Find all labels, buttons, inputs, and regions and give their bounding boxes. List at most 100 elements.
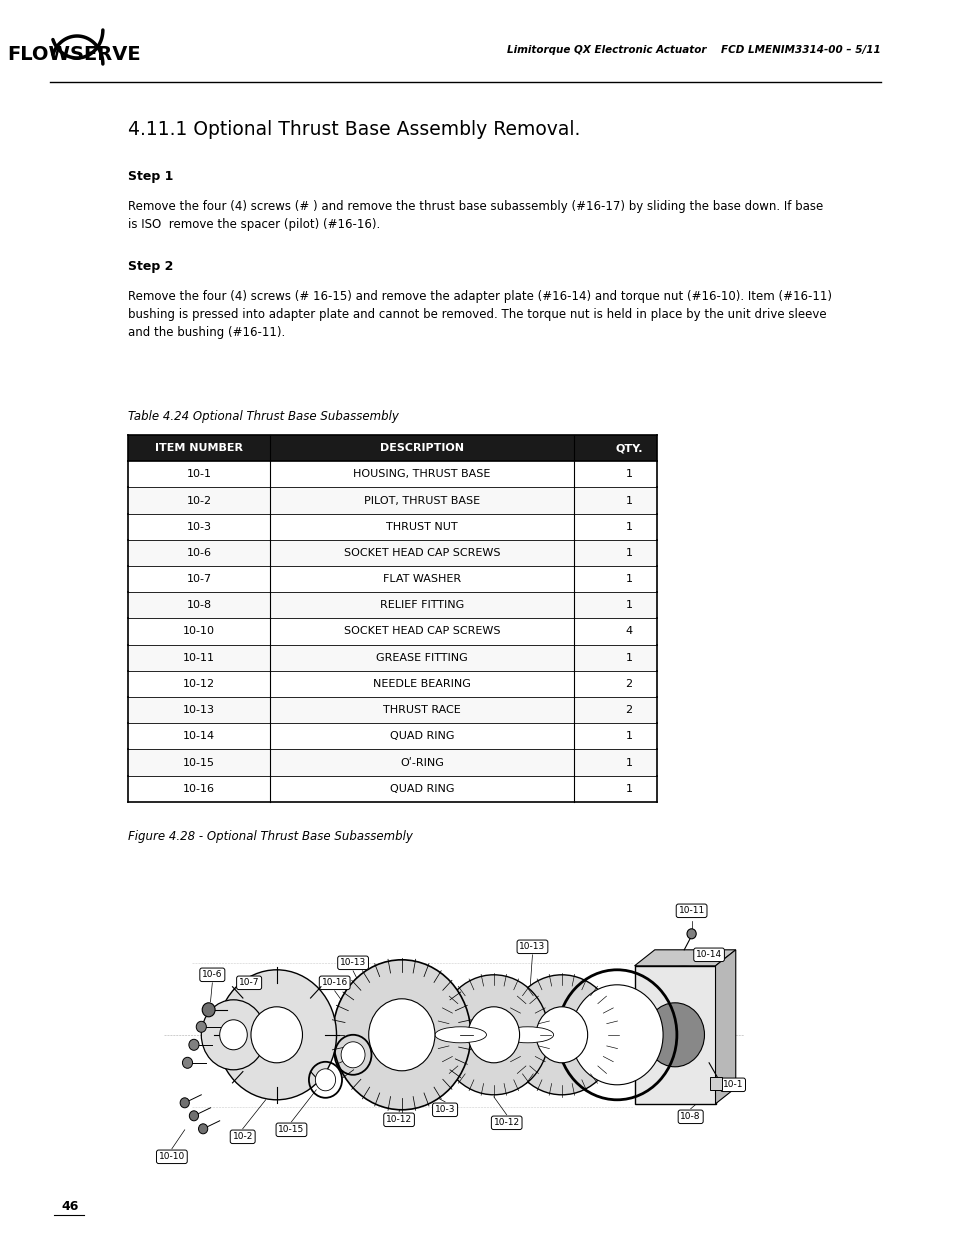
FancyBboxPatch shape [128,435,656,461]
Ellipse shape [180,1098,189,1108]
FancyBboxPatch shape [709,1077,721,1089]
Text: PILOT, THRUST BASE: PILOT, THRUST BASE [364,495,479,505]
Text: 10-6: 10-6 [202,971,222,979]
Text: 10-14: 10-14 [696,950,721,960]
Text: 2: 2 [625,705,632,715]
Text: 10-10: 10-10 [158,1152,185,1161]
Text: 1: 1 [625,495,632,505]
Text: 10-13: 10-13 [183,705,214,715]
FancyBboxPatch shape [128,724,656,750]
FancyBboxPatch shape [128,593,656,619]
Text: 10-14: 10-14 [183,731,214,741]
Text: 1: 1 [625,521,632,532]
Ellipse shape [435,1026,486,1042]
Ellipse shape [219,1020,247,1050]
Text: Oʹ-RING: Oʹ-RING [399,757,443,767]
Text: Remove the four (4) screws (# ) and remove the thrust base subassembly (#16-17) : Remove the four (4) screws (# ) and remo… [128,200,822,231]
Text: 10-3: 10-3 [435,1105,455,1114]
Text: 1: 1 [625,574,632,584]
Text: 10-2: 10-2 [233,1132,253,1141]
Ellipse shape [438,974,548,1094]
Text: Step 1: Step 1 [128,170,172,183]
Ellipse shape [315,1068,335,1091]
Text: 1: 1 [625,600,632,610]
Text: 10-13: 10-13 [518,942,545,951]
Text: 10-15: 10-15 [183,757,214,767]
Ellipse shape [368,999,435,1071]
Ellipse shape [506,974,617,1094]
Text: 2: 2 [625,679,632,689]
Text: 10-8: 10-8 [186,600,212,610]
Text: HOUSING, THRUST BASE: HOUSING, THRUST BASE [353,469,490,479]
Ellipse shape [251,1007,302,1063]
Ellipse shape [468,1007,519,1063]
Text: 1: 1 [625,784,632,794]
Ellipse shape [196,1021,206,1032]
Ellipse shape [189,1110,198,1121]
Text: NEEDLE BEARING: NEEDLE BEARING [373,679,471,689]
FancyBboxPatch shape [128,461,656,488]
Ellipse shape [409,1024,512,1046]
Ellipse shape [686,929,696,939]
Polygon shape [634,966,715,1104]
Ellipse shape [202,1003,214,1016]
Text: 10-16: 10-16 [321,978,348,987]
Text: 10-16: 10-16 [183,784,214,794]
Ellipse shape [201,1000,265,1070]
Text: ITEM NUMBER: ITEM NUMBER [154,443,243,453]
Text: QUAD RING: QUAD RING [390,731,454,741]
Ellipse shape [333,960,471,1110]
Text: RELIEF FITTING: RELIEF FITTING [379,600,464,610]
Text: FLAT WASHER: FLAT WASHER [382,574,460,584]
Text: SOCKET HEAD CAP SCREWS: SOCKET HEAD CAP SCREWS [343,548,499,558]
Text: 1: 1 [625,757,632,767]
Text: QTY.: QTY. [615,443,642,453]
FancyBboxPatch shape [128,645,656,671]
Text: 46: 46 [61,1200,79,1213]
Ellipse shape [198,1124,208,1134]
Polygon shape [715,950,735,1104]
Text: THRUST NUT: THRUST NUT [386,521,457,532]
Ellipse shape [182,1057,193,1068]
FancyBboxPatch shape [128,488,656,514]
FancyBboxPatch shape [128,697,656,724]
Text: 10-2: 10-2 [186,495,212,505]
Text: 10-12: 10-12 [493,1119,519,1128]
Ellipse shape [189,1040,199,1050]
FancyBboxPatch shape [128,776,656,802]
Text: 10-10: 10-10 [183,626,214,636]
Text: THRUST RACE: THRUST RACE [383,705,460,715]
FancyBboxPatch shape [128,671,656,697]
Text: 10-12: 10-12 [183,679,214,689]
Text: FLOWSERVE: FLOWSERVE [8,46,141,64]
Ellipse shape [571,984,662,1084]
Text: 10-7: 10-7 [186,574,212,584]
Ellipse shape [645,1003,703,1067]
Text: Step 2: Step 2 [128,261,172,273]
Text: 10-11: 10-11 [678,906,704,915]
Ellipse shape [476,1024,578,1046]
Text: Figure 4.28 - Optional Thrust Base Subassembly: Figure 4.28 - Optional Thrust Base Subas… [128,830,412,842]
Text: 10-1: 10-1 [722,1081,742,1089]
Text: 10-12: 10-12 [386,1115,412,1124]
Text: 10-13: 10-13 [339,958,366,967]
Ellipse shape [216,969,336,1100]
FancyBboxPatch shape [128,750,656,776]
FancyBboxPatch shape [128,566,656,593]
Text: DESCRIPTION: DESCRIPTION [379,443,463,453]
Text: 10-3: 10-3 [186,521,212,532]
Text: 10-15: 10-15 [278,1125,304,1134]
Ellipse shape [536,1007,587,1063]
FancyBboxPatch shape [128,619,656,645]
Text: 10-11: 10-11 [183,653,214,663]
Text: QUAD RING: QUAD RING [390,784,454,794]
Text: 1: 1 [625,653,632,663]
Text: 10-7: 10-7 [238,978,259,987]
Text: Table 4.24 Optional Thrust Base Subassembly: Table 4.24 Optional Thrust Base Subassem… [128,410,398,424]
FancyBboxPatch shape [128,540,656,566]
Ellipse shape [501,1026,553,1042]
Text: SOCKET HEAD CAP SCREWS: SOCKET HEAD CAP SCREWS [343,626,499,636]
Text: 10-6: 10-6 [186,548,212,558]
Text: Remove the four (4) screws (# 16-15) and remove the adapter plate (#16-14) and t: Remove the four (4) screws (# 16-15) and… [128,290,831,338]
Text: 10-8: 10-8 [679,1113,700,1121]
